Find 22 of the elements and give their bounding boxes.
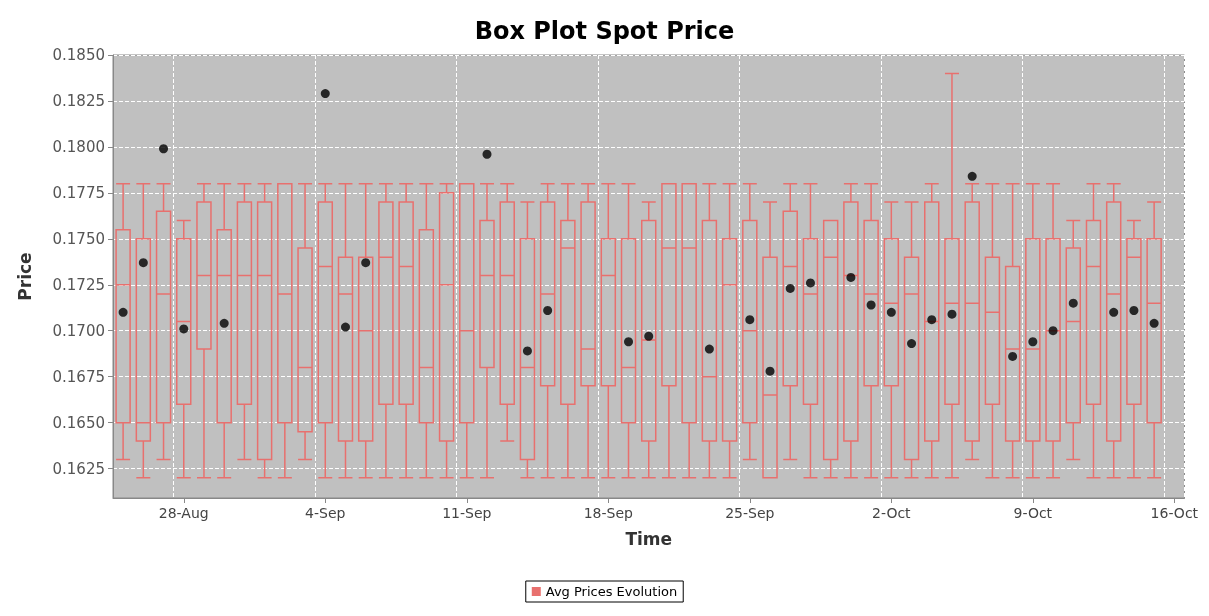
y-tick-label: 0.1700: [52, 321, 105, 340]
x-tick-label: 25-Sep: [725, 505, 775, 521]
x-tick-label: 2-Oct: [872, 505, 912, 521]
y-tick-label: 0.1750: [52, 229, 105, 248]
y-tick-label: 0.1725: [52, 275, 105, 294]
legend-label: Avg Prices Evolution: [545, 584, 678, 599]
x-tick-label: 9-Oct: [1013, 505, 1053, 521]
x-tick-label: 16-Oct: [1150, 505, 1199, 521]
x-axis-title: Time: [625, 528, 673, 549]
x-tick-label: 28-Aug: [158, 505, 209, 521]
chart-title: Box Plot Spot Price: [474, 17, 735, 45]
y-tick-label: 0.1625: [52, 459, 105, 478]
y-tick-label: 0.1800: [52, 137, 105, 156]
y-tick-label: 0.1650: [52, 413, 105, 432]
x-tick-label: 4-Sep: [305, 505, 346, 521]
x-tick-label: 11-Sep: [442, 505, 492, 521]
y-tick-label: 0.1825: [52, 91, 105, 110]
y-axis-title: Price: [14, 252, 35, 301]
y-tick-label: 0.1775: [52, 183, 105, 202]
y-tick-label: 0.1675: [52, 367, 105, 386]
x-tick-label: 18-Sep: [583, 505, 634, 521]
y-tick-label: 0.1850: [52, 46, 105, 64]
